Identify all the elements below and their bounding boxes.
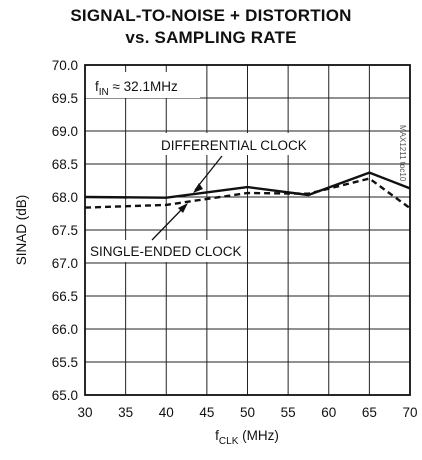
x-axis-label: fCLK (MHz) — [215, 428, 279, 447]
x-tick-label: 45 — [199, 405, 214, 420]
y-tick-label: 70.0 — [52, 58, 78, 73]
condition-main: f — [95, 79, 99, 94]
single-ended-label-box — [86, 240, 246, 262]
y-tick-label: 69.5 — [52, 91, 78, 106]
plot-frame — [84, 64, 411, 396]
x-tick-label: 40 — [159, 405, 174, 420]
chart-title-line-2: vs. SAMPLING RATE — [125, 28, 297, 47]
condition-sub: IN — [99, 87, 109, 98]
grid — [85, 65, 410, 395]
y-tick-label: 69.0 — [52, 124, 78, 139]
x-axis-label-sub: CLK — [219, 436, 239, 447]
x-axis-label-unit: (MHz) — [238, 428, 279, 443]
single-ended-pointer-head — [178, 203, 188, 213]
chart-title-line-1: SIGNAL-TO-NOISE + DISTORTION — [70, 6, 352, 25]
y-tick-label: 66.0 — [52, 322, 78, 337]
x-tick-label: 60 — [321, 405, 336, 420]
differential-clock-line — [84, 171, 411, 199]
x-tick-label: 65 — [362, 405, 377, 420]
differential-label-box — [155, 133, 307, 155]
y-tick-label: 65.0 — [52, 388, 78, 403]
y-tick-label: 65.5 — [52, 355, 78, 370]
x-tick-label: 55 — [281, 405, 296, 420]
y-tick-label: 66.5 — [52, 289, 78, 304]
y-tick-label: 68.0 — [52, 190, 78, 205]
condition-label: fIN ≈ 32.1MHz — [95, 79, 178, 98]
x-tick-label: 30 — [77, 405, 92, 420]
y-tick-label: 67.5 — [52, 223, 78, 238]
single-ended-pointer — [151, 205, 186, 241]
x-tick-label: 35 — [118, 405, 133, 420]
y-axis-label: SINAD (dB) — [14, 195, 29, 266]
differential-clock-label: DIFFERENTIAL CLOCK — [161, 138, 307, 153]
x-tick-label: 50 — [240, 405, 255, 420]
y-tick-label: 68.5 — [52, 157, 78, 172]
condition-box — [86, 72, 200, 98]
y-tick-labels: 70.0 69.5 69.0 68.5 68.0 67.5 67.0 66.5 66.0 65.5… — [52, 58, 78, 403]
x-tick-label: 70 — [402, 405, 417, 420]
x-axis-label-main: f — [215, 428, 219, 443]
series-layer — [84, 171, 411, 210]
condition-rest: ≈ 32.1MHz — [109, 79, 178, 94]
x-tick-labels: 30 35 40 45 50 55 60 65 70 — [77, 405, 417, 420]
single-ended-clock-line — [84, 177, 411, 210]
y-tick-label: 67.0 — [52, 256, 78, 271]
single-ended-clock-label: SINGLE-ENDED CLOCK — [90, 244, 242, 259]
differential-pointer-head — [193, 183, 203, 193]
figure-code: MAX1211 toc10 — [398, 125, 407, 182]
